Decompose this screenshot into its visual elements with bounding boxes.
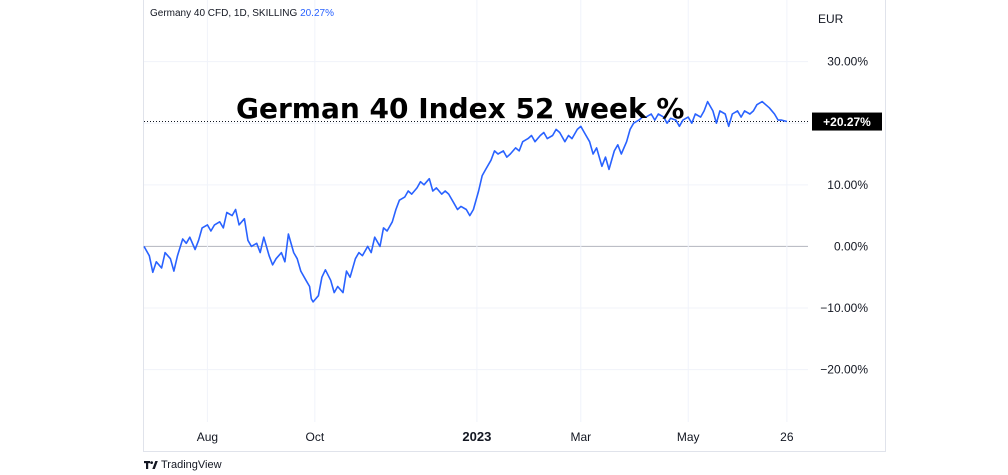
y-tick-label: −20.00%: [820, 363, 868, 377]
x-tick-label: May: [677, 430, 700, 444]
header-change: 20.27%: [300, 8, 334, 19]
x-tick-label: Mar: [570, 430, 591, 444]
tradingview-attribution[interactable]: TradingView: [144, 459, 222, 471]
last-value-label: +20.27%: [823, 115, 871, 129]
last-value-badge: [812, 112, 882, 131]
y-tick-label: 30.00%: [827, 55, 868, 69]
x-tick-label: 26: [780, 430, 794, 444]
x-tick-label: 2023: [462, 429, 491, 444]
series-line-group: [143, 100, 788, 303]
currency-label: EUR: [818, 12, 844, 26]
symbol-text: Germany 40 CFD, 1D, SKILLING: [150, 8, 298, 19]
axis-labels: 30.00% 10.00% 0.00% −10.00% −20.00% Aug Oct 202…: [197, 12, 882, 444]
brand-text: TradingView: [161, 459, 222, 471]
x-tick-label: Oct: [306, 430, 325, 444]
series-line: [143, 100, 788, 303]
y-tick-label: −10.00%: [820, 301, 868, 315]
grid-lines: [144, 0, 808, 422]
y-tick-label: 0.00%: [834, 239, 868, 253]
chart-frame: [143, 0, 886, 452]
tradingview-logo-icon: [144, 461, 158, 469]
symbol-header: Germany 40 CFD, 1D, SKILLING 20.27%: [150, 8, 334, 19]
y-tick-label: 10.00%: [827, 178, 868, 192]
chart-title: German 40 Index 52 week %: [236, 92, 685, 125]
x-tick-label: Aug: [197, 430, 218, 444]
